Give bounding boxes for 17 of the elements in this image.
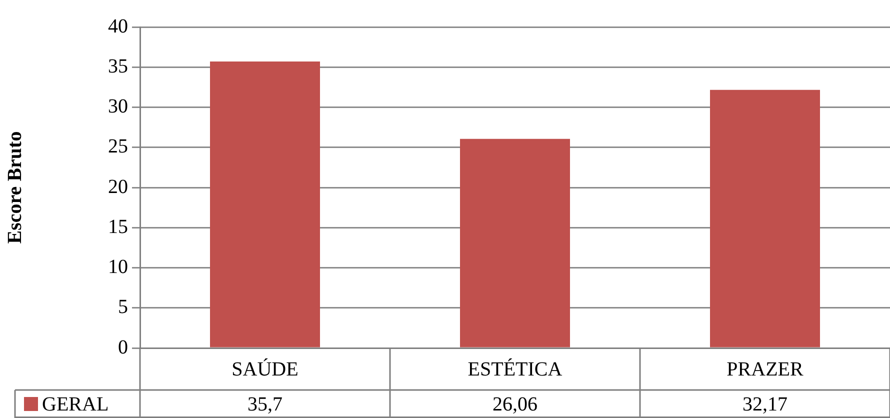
y-tick-label: 30 [108,96,128,118]
x-tick-label: SAÚDE [232,357,298,380]
y-tick-label: 15 [108,216,128,238]
data-label: 26,06 [492,393,538,416]
y-tick-label: 25 [108,136,128,158]
data-label: 32,17 [742,393,788,416]
y-tick-label: 10 [108,256,128,278]
y-tick-label: 5 [118,296,128,318]
y-tick-label: 40 [108,15,128,38]
legend-label: GERAL [42,393,109,416]
y-axis-title: Escore Bruto [4,131,26,244]
x-tick-label: PRAZER [726,358,804,380]
y-tick-label: 35 [108,55,128,78]
x-tick-label: ESTÉTICA [468,357,563,380]
y-tick-label: 0 [118,336,128,358]
y-tick-label: 20 [108,176,128,198]
data-label: 35,7 [248,393,282,416]
